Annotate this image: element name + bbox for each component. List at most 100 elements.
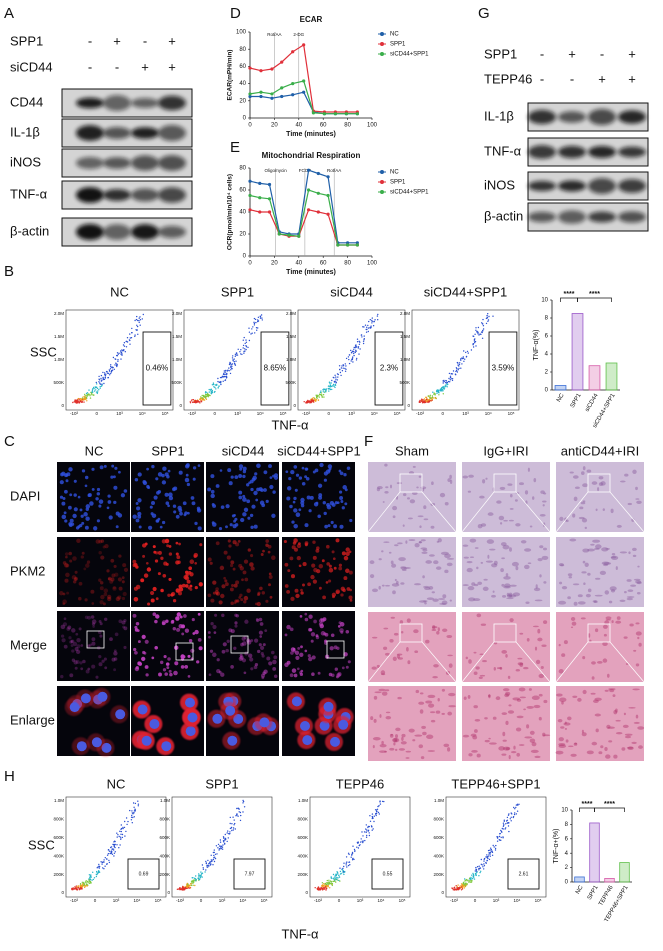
cell — [242, 570, 247, 575]
event-dot — [331, 379, 333, 382]
histology-image — [556, 686, 644, 761]
x-tick-label: 10⁴ — [378, 898, 385, 903]
event-dot — [369, 327, 372, 329]
event-dot — [199, 402, 201, 404]
event-dot — [242, 339, 244, 341]
cell — [98, 620, 102, 623]
point-marker — [355, 243, 359, 247]
cell — [170, 591, 176, 597]
event-dot — [355, 350, 357, 352]
tissue-spot — [406, 647, 409, 652]
event-dot — [448, 377, 450, 380]
event-dot — [79, 400, 82, 402]
cell — [344, 502, 348, 506]
event-dot — [230, 366, 232, 369]
event-dot — [443, 380, 445, 383]
event-dot — [323, 885, 325, 887]
event-dot — [460, 889, 463, 891]
cell — [337, 672, 342, 677]
event-dot — [342, 867, 344, 870]
event-dot — [211, 859, 213, 861]
event-dot — [372, 325, 375, 327]
event-dot — [224, 370, 226, 372]
event-dot — [256, 329, 258, 331]
event-dot — [74, 399, 77, 402]
tissue-spot — [427, 694, 436, 699]
histology-image — [556, 462, 644, 532]
event-dot — [97, 390, 99, 392]
y-tick-label: 40 — [239, 81, 246, 87]
tissue-spot — [441, 600, 448, 605]
cell — [72, 513, 77, 519]
event-dot — [84, 397, 87, 399]
event-dot — [233, 361, 235, 363]
event-dot — [353, 346, 355, 349]
tissue-spot — [532, 625, 539, 628]
panel-label: G — [478, 5, 490, 22]
cell — [85, 563, 90, 568]
cell — [85, 669, 90, 674]
y-tick-label: 500K — [171, 380, 182, 385]
tissue-spot — [571, 621, 577, 626]
event-dot — [319, 391, 322, 394]
tissue-spot — [558, 669, 564, 674]
tissue-spot — [383, 627, 389, 630]
event-dot — [213, 857, 215, 859]
tissue-spot — [628, 706, 636, 709]
cell — [308, 614, 313, 619]
event-dot — [253, 317, 256, 320]
event-dot — [459, 886, 461, 888]
cell — [235, 542, 240, 547]
x-tick-label: 10³ — [357, 898, 364, 903]
tissue-spot — [564, 721, 567, 725]
event-dot — [369, 815, 371, 817]
event-dot — [339, 371, 342, 374]
event-dot — [78, 398, 81, 400]
tissue-spot — [419, 692, 424, 695]
tissue-spot — [407, 660, 411, 665]
tissue-spot — [372, 736, 381, 741]
event-dot — [358, 353, 360, 355]
bar — [571, 313, 584, 391]
cell — [72, 641, 78, 647]
event-dot — [199, 874, 202, 877]
event-dot — [101, 383, 103, 385]
point-marker — [259, 69, 263, 73]
event-dot — [205, 391, 207, 393]
cell — [331, 503, 336, 507]
event-label: 2-DG — [293, 32, 304, 37]
tissue-spot — [567, 596, 571, 600]
cell — [336, 646, 340, 650]
event-dot — [113, 845, 115, 847]
tissue-spot — [635, 622, 640, 625]
cell — [250, 639, 254, 642]
event-dot — [230, 364, 232, 366]
tissue-spot — [379, 750, 387, 753]
point-marker — [326, 212, 330, 216]
event-dot — [346, 866, 348, 868]
event-dot — [477, 331, 479, 333]
event-dot — [250, 333, 252, 335]
cell — [243, 600, 247, 604]
legend-label: SPP1 — [390, 42, 406, 48]
y-tick-label: 8 — [565, 822, 569, 828]
tissue-spot — [412, 465, 416, 468]
cell — [343, 555, 349, 561]
tissue-spot — [395, 734, 398, 739]
cell — [234, 613, 238, 617]
cell — [135, 666, 139, 670]
tissue-spot — [425, 560, 433, 564]
cell — [284, 562, 289, 567]
event-dot — [92, 388, 94, 390]
blot-band — [558, 180, 586, 192]
tissue-spot — [560, 726, 565, 729]
cell — [173, 670, 178, 676]
x-tick-label: -10³ — [176, 898, 185, 903]
cell — [270, 650, 275, 655]
event-dot — [86, 397, 88, 399]
event-dot — [465, 351, 467, 354]
event-dot — [129, 343, 131, 345]
cell — [79, 508, 83, 512]
cell — [342, 485, 347, 490]
event-dot — [500, 836, 502, 839]
